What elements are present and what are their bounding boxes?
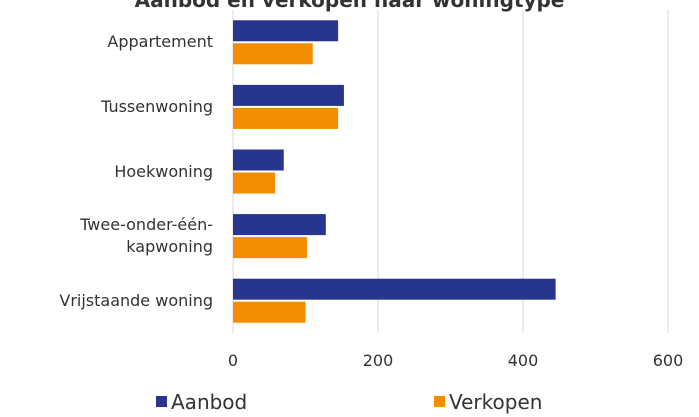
bar (233, 214, 326, 235)
y-tick-label: Hoekwoning (7, 161, 213, 183)
bar (233, 85, 344, 106)
x-tick-label: 600 (653, 351, 684, 370)
bar (233, 173, 275, 194)
legend-label: Verkopen (449, 390, 542, 414)
legend-swatch (156, 396, 167, 407)
legend-swatch (434, 396, 445, 407)
bar (233, 237, 307, 258)
legend-label: Aanbod (171, 390, 247, 414)
y-tick-label: Appartement (7, 31, 213, 53)
x-tick-label: 200 (363, 351, 394, 370)
y-tick-label: Vrijstaande woning (7, 290, 213, 312)
y-tick-label: Twee-onder-één-kapwoning (7, 214, 213, 258)
bar (233, 20, 338, 41)
y-tick-label: Tussenwoning (7, 96, 213, 118)
x-tick-label: 0 (228, 351, 238, 370)
bar (233, 43, 313, 64)
bar (233, 150, 284, 171)
bar (233, 302, 306, 323)
plot: 0 200 400 600 Aanbod Verkopen (0, 0, 699, 417)
chart: Aanbod en verkopen naar woningtype 02004… (0, 0, 699, 417)
x-tick-label: 400 (508, 351, 539, 370)
bar (233, 279, 556, 300)
bar (233, 108, 338, 129)
